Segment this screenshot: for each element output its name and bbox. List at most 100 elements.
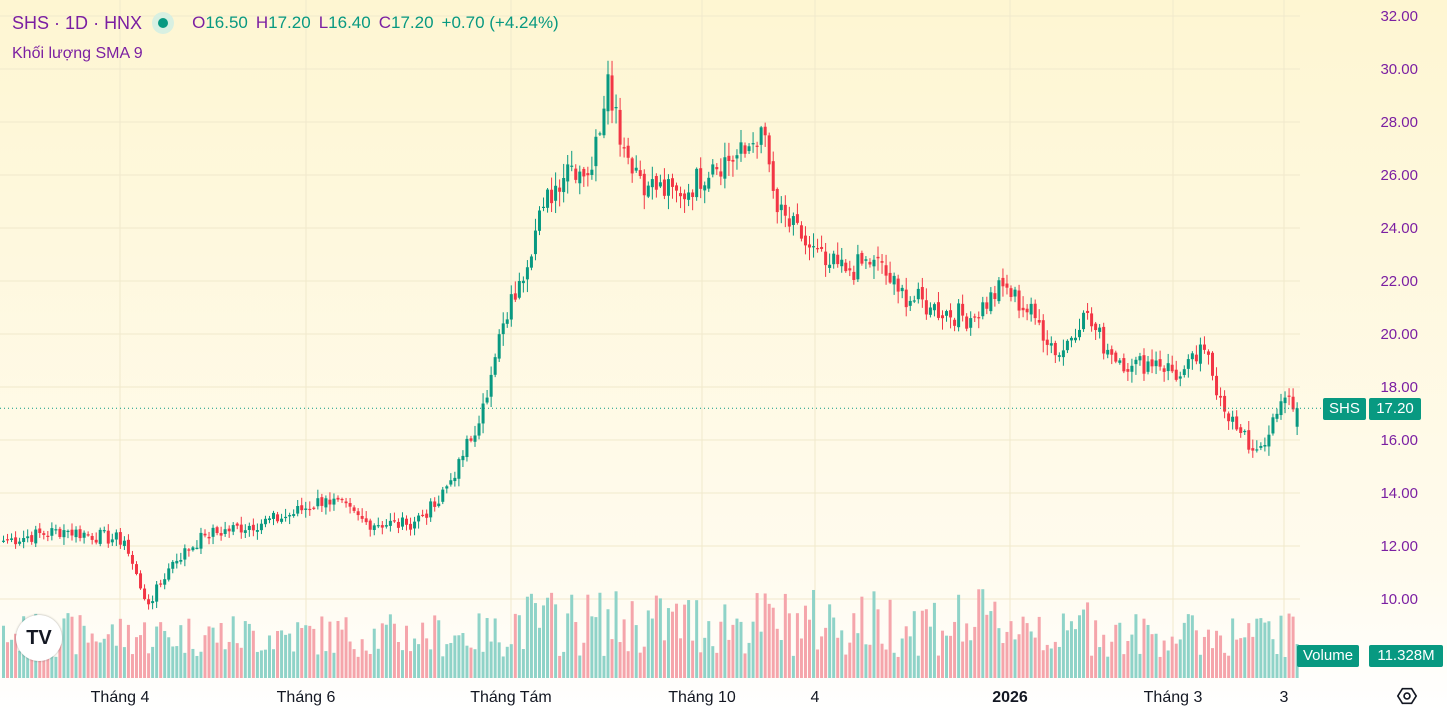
candle-body [34,529,38,544]
volume-bar [239,647,243,678]
candle-body [525,267,529,280]
candle-body [449,480,453,485]
candle-body [235,523,239,526]
volume-bar [300,627,304,678]
candle-body [320,497,324,506]
market-status-icon[interactable] [152,12,175,34]
volume-bar [409,651,413,678]
candle-body [78,529,82,539]
volume-bar [1182,622,1186,678]
volume-bar [396,642,400,678]
candle-body [328,499,332,505]
volume-bar [747,642,751,678]
candle-body [284,516,288,519]
volume-bar [517,615,521,678]
volume-bar [590,616,594,678]
candle-body [1086,310,1090,313]
volume-bar [892,652,896,678]
candle-body [1005,283,1009,288]
candle-body [812,246,816,248]
volume-bar [110,624,114,678]
candle-body [364,518,368,523]
volume-bar [1154,633,1158,678]
candle-body [372,525,376,531]
candle-body [1194,354,1198,362]
candle-body [118,532,122,545]
volume-bar [1162,640,1166,678]
candle-body [207,536,211,539]
volume-bar [493,618,497,678]
price-tag-value: 17.20 [1369,398,1421,420]
candle-body [384,525,388,527]
candle-body [1021,307,1025,311]
candle-body [864,259,868,261]
settings-gear-icon[interactable] [1396,685,1418,707]
candle-body [497,334,501,359]
candle-body [735,155,739,159]
volume-bar [1102,634,1106,678]
price-axis-label: 26.00 [1380,167,1418,184]
volume-bar [457,635,461,678]
candle-body [445,486,449,489]
candle-body [622,147,626,149]
candle-body [808,244,811,248]
volume-bar [1198,654,1202,678]
volume-bar [203,635,207,678]
volume-bar [896,656,900,678]
volume-bar [1150,634,1154,678]
volume-bar [699,652,703,678]
candle-body [396,521,400,528]
candle-body [997,280,1001,302]
time-axis-label: 2026 [992,689,1028,706]
price-axis-label: 20.00 [1380,326,1418,343]
candle-body [634,167,638,171]
candle-body [1154,360,1158,367]
symbol-title[interactable]: SHS · 1D · HNX [12,12,143,33]
volume-bar [1037,616,1041,678]
candle-body [1162,368,1166,372]
volume-bar [836,637,840,678]
candle-body [1259,445,1263,448]
candle-body [42,533,46,535]
candle-body [1049,343,1053,346]
volume-bar [489,641,493,678]
volume-bar [126,624,130,678]
candle-body [767,135,771,165]
volume-bar [304,625,308,678]
volume-bar [888,599,892,678]
volume-bar [1001,643,1005,678]
candle-body [86,534,90,536]
interval: 1D [65,12,89,33]
symbol-legend: SHS · 1D · HNX O16.50 H17.20 L16.40 C17.… [12,12,559,34]
candle-body [340,498,344,501]
volume-bar [98,642,102,678]
volume-bar [388,614,392,678]
volume-bar [816,649,820,678]
volume-bar [666,608,670,678]
candle-body [276,514,280,522]
candle-body [376,525,380,527]
volume-bar [771,607,775,678]
candle-body [771,161,775,191]
candle-body [151,601,155,604]
candle-body [836,254,840,265]
volume-bar [1114,624,1118,678]
volume-bar [542,605,546,678]
volume-bar [513,613,517,678]
volume-bar [1251,636,1255,678]
candle-body [1158,359,1162,367]
volume-bar [1122,654,1126,678]
tradingview-logo[interactable]: TV [16,615,62,661]
candle-body [316,498,320,507]
volume-bar [529,593,533,678]
volume-bar [312,628,316,678]
candle-body [630,158,634,174]
volume-bar [421,622,425,678]
volume-bar [795,613,799,678]
volume-bar [171,646,175,678]
volume-bar [380,623,384,678]
volume-bar [199,651,203,678]
time-axis: Tháng 4 Tháng 6 Tháng Tám Tháng 10 4 2026 Thán… [91,689,1289,706]
volume-indicator-title[interactable]: Khối lượng SMA 9 [12,45,143,62]
